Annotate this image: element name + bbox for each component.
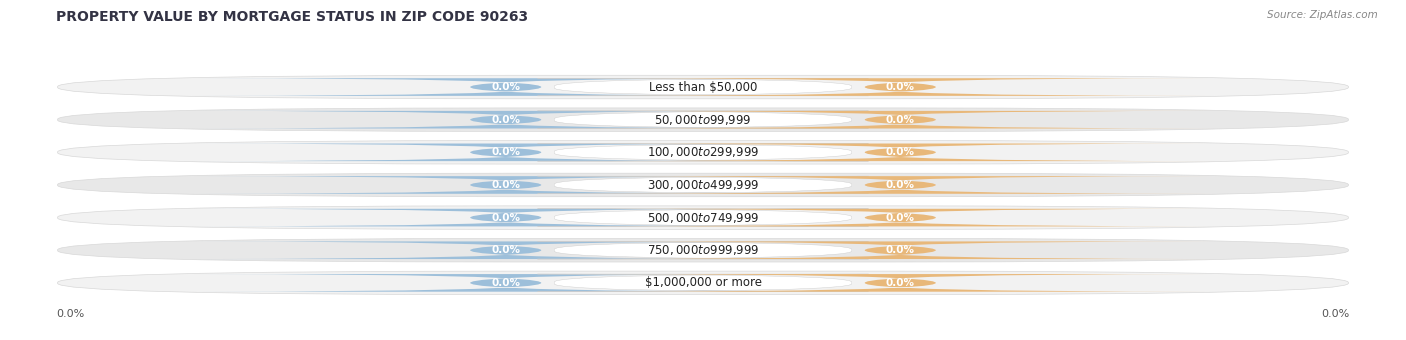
Text: 0.0%: 0.0% xyxy=(886,212,915,223)
FancyBboxPatch shape xyxy=(193,209,820,226)
FancyBboxPatch shape xyxy=(58,173,1348,197)
FancyBboxPatch shape xyxy=(586,274,1213,292)
FancyBboxPatch shape xyxy=(193,241,820,259)
Text: 0.0%: 0.0% xyxy=(886,278,915,288)
FancyBboxPatch shape xyxy=(58,271,1348,295)
Text: Source: ZipAtlas.com: Source: ZipAtlas.com xyxy=(1267,10,1378,20)
FancyBboxPatch shape xyxy=(193,176,820,194)
Text: 0.0%: 0.0% xyxy=(491,278,520,288)
Text: 0.0%: 0.0% xyxy=(56,309,84,319)
FancyBboxPatch shape xyxy=(537,78,869,96)
Text: 0.0%: 0.0% xyxy=(491,212,520,223)
FancyBboxPatch shape xyxy=(58,206,1348,230)
Text: $1,000,000 or more: $1,000,000 or more xyxy=(644,276,762,289)
Text: 0.0%: 0.0% xyxy=(491,180,520,190)
Text: 0.0%: 0.0% xyxy=(491,245,520,255)
FancyBboxPatch shape xyxy=(586,209,1213,226)
Text: $750,000 to $999,999: $750,000 to $999,999 xyxy=(647,243,759,257)
Text: 0.0%: 0.0% xyxy=(886,180,915,190)
FancyBboxPatch shape xyxy=(537,143,869,161)
Text: 0.0%: 0.0% xyxy=(886,115,915,125)
FancyBboxPatch shape xyxy=(586,176,1213,194)
FancyBboxPatch shape xyxy=(586,143,1213,161)
FancyBboxPatch shape xyxy=(58,75,1348,99)
Text: $50,000 to $99,999: $50,000 to $99,999 xyxy=(654,113,752,127)
FancyBboxPatch shape xyxy=(193,274,820,292)
Text: $100,000 to $299,999: $100,000 to $299,999 xyxy=(647,145,759,159)
FancyBboxPatch shape xyxy=(537,274,869,292)
Text: Less than $50,000: Less than $50,000 xyxy=(648,81,758,94)
Text: 0.0%: 0.0% xyxy=(886,147,915,157)
FancyBboxPatch shape xyxy=(586,111,1213,129)
Text: 0.0%: 0.0% xyxy=(886,82,915,92)
Text: $300,000 to $499,999: $300,000 to $499,999 xyxy=(647,178,759,192)
FancyBboxPatch shape xyxy=(193,143,820,161)
Text: 0.0%: 0.0% xyxy=(1322,309,1350,319)
FancyBboxPatch shape xyxy=(58,140,1348,164)
Text: 0.0%: 0.0% xyxy=(491,115,520,125)
FancyBboxPatch shape xyxy=(58,108,1348,132)
FancyBboxPatch shape xyxy=(586,78,1213,96)
Text: 0.0%: 0.0% xyxy=(491,147,520,157)
FancyBboxPatch shape xyxy=(537,111,869,129)
Text: 0.0%: 0.0% xyxy=(886,245,915,255)
FancyBboxPatch shape xyxy=(586,241,1213,259)
Text: PROPERTY VALUE BY MORTGAGE STATUS IN ZIP CODE 90263: PROPERTY VALUE BY MORTGAGE STATUS IN ZIP… xyxy=(56,10,529,24)
FancyBboxPatch shape xyxy=(58,238,1348,262)
FancyBboxPatch shape xyxy=(193,78,820,96)
FancyBboxPatch shape xyxy=(537,241,869,259)
FancyBboxPatch shape xyxy=(537,209,869,226)
Text: 0.0%: 0.0% xyxy=(491,82,520,92)
FancyBboxPatch shape xyxy=(537,176,869,194)
FancyBboxPatch shape xyxy=(193,111,820,129)
Text: $500,000 to $749,999: $500,000 to $749,999 xyxy=(647,210,759,225)
